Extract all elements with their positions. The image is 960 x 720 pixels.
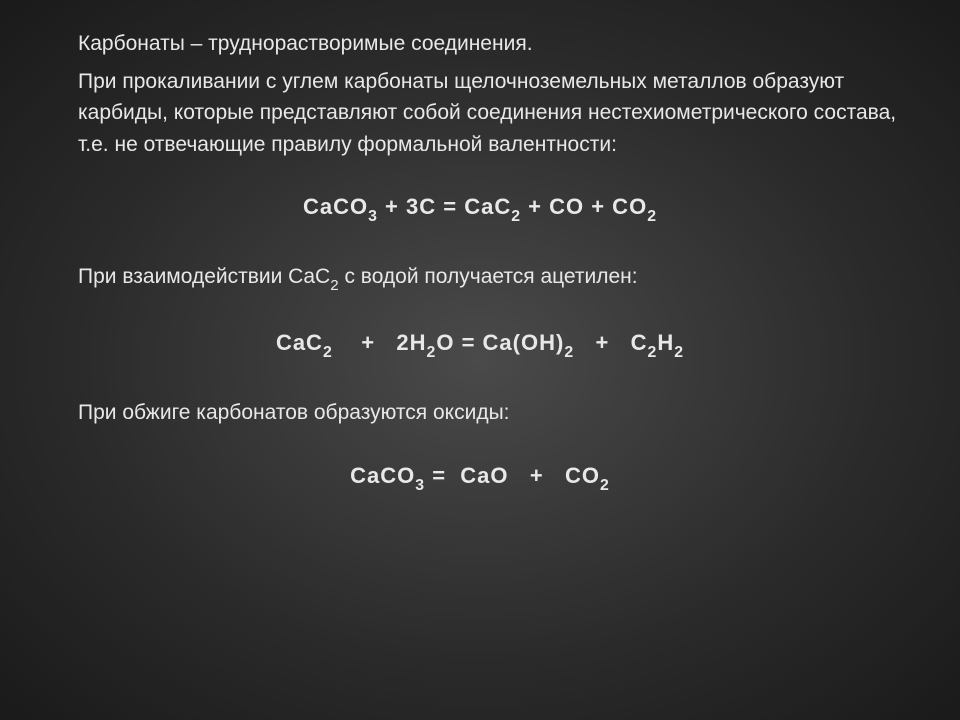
eq2-part1: CaC — [276, 330, 323, 355]
eq2-sub2: 2 — [427, 344, 437, 361]
paragraph-1: Карбонаты – труднорастворимые соединения… — [60, 28, 900, 60]
eq2-part5: H — [657, 330, 674, 355]
eq2-sub4: 2 — [648, 344, 658, 361]
slide-content: Карбонаты – труднорастворимые соединения… — [60, 28, 900, 496]
eq3-sub2: 2 — [600, 477, 610, 494]
eq2-part3: O = Ca(OH) — [436, 330, 564, 355]
eq3-part1: CaCO — [350, 463, 415, 488]
equation-3: CaCO3 = CaO + CO2 — [60, 459, 900, 496]
eq2-sub5: 2 — [674, 344, 684, 361]
paragraph-4: При обжиге карбонатов образуются оксиды: — [60, 397, 900, 429]
eq1-sub1: 3 — [368, 208, 378, 225]
equation-1: CaCO3 + 3C = CaC2 + CO + CO2 — [60, 190, 900, 227]
eq3-sub1: 3 — [415, 477, 425, 494]
paragraph-2: При прокаливании с углем карбонаты щелоч… — [60, 66, 900, 161]
eq1-part1: CaCO — [303, 194, 368, 219]
eq2-sub1: 2 — [323, 344, 333, 361]
paragraph-3: При взаимодействии CaC2 с водой получает… — [60, 261, 900, 296]
para3-part-a: При взаимодействии CaC — [78, 265, 330, 288]
eq2-part2: + 2H — [333, 330, 427, 355]
eq1-sub2: 2 — [511, 208, 521, 225]
eq2-part4: + C — [574, 330, 647, 355]
eq1-part2: + 3C = CaC — [378, 194, 511, 219]
equation-2: CaC2 + 2H2O = Ca(OH)2 + C2H2 — [60, 326, 900, 363]
para3-part-b: с водой получается ацетилен: — [339, 265, 638, 288]
eq3-part2: = CaO + CO — [425, 463, 600, 488]
para3-sub: 2 — [330, 277, 338, 294]
eq2-sub3: 2 — [564, 344, 574, 361]
eq1-sub3: 2 — [647, 208, 657, 225]
eq1-part3: + CO + CO — [521, 194, 647, 219]
